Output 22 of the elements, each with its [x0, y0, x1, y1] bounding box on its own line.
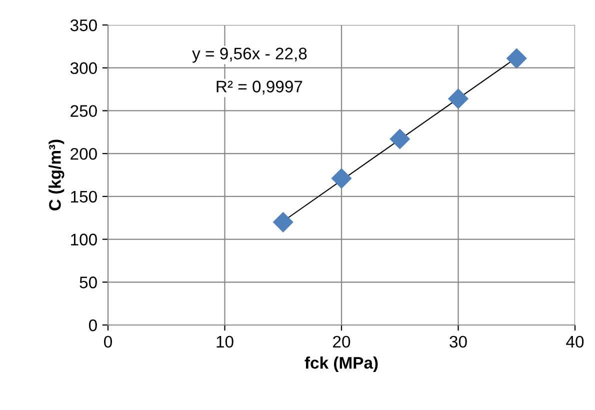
- y-tick-label: 200: [70, 148, 97, 160]
- x-tick-label: 20: [333, 336, 350, 348]
- y-tick-label: 300: [70, 62, 97, 74]
- point: [272, 212, 294, 232]
- x-tick-label: 10: [216, 336, 234, 348]
- point: [390, 128, 410, 150]
- y-tick-label: 50: [80, 276, 97, 288]
- point: [448, 88, 469, 110]
- x-tick-label: 30: [450, 336, 467, 348]
- y-tick-label: 0: [88, 319, 97, 332]
- y-tick-label: 150: [71, 190, 97, 203]
- x-tick-label: 40: [566, 336, 584, 348]
- point: [506, 48, 527, 69]
- y-tick-label: 350: [70, 19, 97, 32]
- y-tick-label: 250: [70, 105, 97, 117]
- x-axis-title: fck (MPa): [304, 356, 378, 372]
- annotation: y = 9,56x - 22,8: [192, 48, 307, 63]
- y-tick-label: 100: [71, 234, 97, 246]
- annotation: R² = 0,9997: [216, 80, 302, 94]
- y-axis-title: C (kg/m³): [48, 140, 64, 210]
- point: [331, 168, 352, 189]
- x-tick-label: 0: [104, 336, 112, 348]
